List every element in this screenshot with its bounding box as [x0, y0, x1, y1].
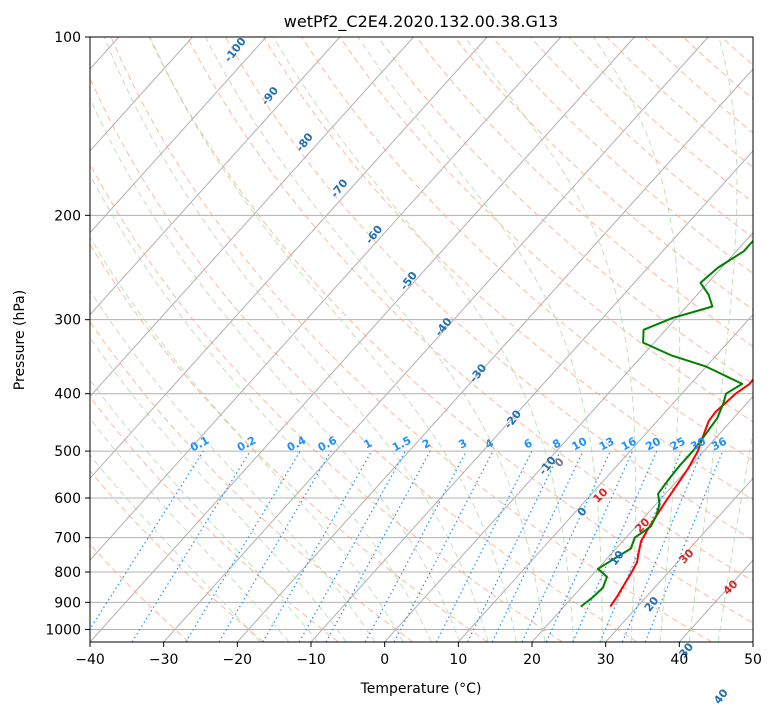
isotherm-gridline: [90, 37, 267, 234]
isotherm-gridline: [384, 231, 753, 642]
dry-adiabat-line: [90, 470, 264, 642]
mixing-ratio-line: [218, 450, 332, 642]
isotherm-gridline: [163, 37, 709, 642]
mixing-ratio-label: 20: [643, 435, 663, 454]
mixing-ratio-line: [298, 450, 406, 642]
x-tick-label: 50: [744, 652, 762, 668]
y-tick-label: 900: [54, 595, 81, 611]
x-tick-label: 40: [670, 652, 688, 668]
moist-adiabat-line: [90, 289, 376, 642]
mixing-ratio-line: [621, 450, 703, 642]
dry-adiabat-line: [377, 37, 753, 385]
isotherm-gridline: [90, 37, 562, 561]
moist-adiabat-line: [90, 336, 347, 642]
isotherm-gridline: [605, 477, 753, 642]
mixing-ratio-line: [572, 450, 658, 642]
mixing-ratio-line: [644, 450, 724, 642]
moist-adiabat-line: [592, 37, 681, 642]
plot-frame: [89, 36, 754, 643]
chart-title: wetPf2_C2E4.2020.132.00.38.G13: [284, 12, 558, 32]
y-tick-label: 300: [54, 313, 81, 329]
x-tick-label: −30: [149, 652, 179, 668]
moist-adiabat-line: [90, 417, 290, 642]
moist-adiabat-line: [688, 37, 738, 642]
y-tick-label: 200: [54, 208, 81, 224]
moist-adiabat-line: [717, 430, 753, 642]
dry-adiabat-line: [148, 37, 753, 624]
mixing-ratio-label: 16: [619, 435, 639, 454]
dry-adiabat-line: [453, 37, 753, 311]
mixing-ratio-line: [90, 450, 204, 631]
y-tick-label: 100: [54, 30, 81, 46]
x-axis-label: Temperature (°C): [360, 681, 482, 697]
dry-adiabat-line: [90, 243, 488, 642]
moist-adiabat-line: [90, 454, 261, 642]
moist-adiabat-line: [357, 37, 603, 642]
dry-adiabat-line: [90, 543, 190, 642]
mixing-ratio-label: 30: [688, 435, 708, 454]
dry-adiabat-line: [415, 37, 753, 348]
mixing-ratio-line: [545, 450, 634, 642]
x-tick-label: 30: [597, 652, 615, 668]
background-lines: [90, 37, 753, 642]
x-tick-label: −40: [75, 652, 105, 668]
moist-adiabat-line: [149, 37, 517, 642]
dry-adiabat-line: [110, 37, 712, 642]
isotherm-gridline: [236, 68, 753, 642]
isotherm-gridline: [90, 37, 193, 152]
isotherm-gridline: [90, 37, 341, 316]
mixing-ratio-label: 10: [570, 435, 590, 454]
y-tick-label: 500: [54, 444, 81, 460]
y-tick-label: 800: [54, 565, 81, 581]
isotherm-gridline: [90, 37, 488, 480]
mixing-ratio-label: 13: [597, 435, 617, 454]
mixing-ratio-line: [185, 450, 301, 642]
mixing-ratio-line: [466, 450, 561, 642]
y-axis: 100 200 300 400 500 600 700 800 900 1000: [45, 30, 90, 638]
x-tick-label: −10: [296, 652, 326, 668]
moist-adiabat-line: [90, 97, 461, 642]
isotherm-gridline: [90, 37, 414, 398]
y-tick-label: 600: [54, 491, 81, 507]
moist-adiabat-line: [103, 37, 489, 642]
dewpoint-profile: [580, 239, 753, 608]
dry-adiabat-line: [90, 320, 414, 642]
dry-adiabat-line: [90, 396, 339, 642]
mixing-ratio-line: [131, 450, 251, 642]
mixing-ratio-line: [325, 450, 431, 642]
y-axis-label: Pressure (hPa): [12, 290, 28, 390]
x-axis: −40 −30 −20 −10 0 10 20 30 40 50: [75, 642, 762, 668]
y-tick-label: 700: [54, 531, 81, 547]
mixing-ratio-line: [491, 450, 584, 642]
dry-adiabat-line: [90, 162, 563, 642]
moist-adiabat-line: [90, 173, 432, 642]
isotherm-gridline: [457, 313, 753, 642]
moist-adiabat-line: [464, 37, 637, 642]
moist-adiabat-line: [272, 37, 575, 642]
temperature-profile: [609, 377, 753, 608]
y-tick-label: 1000: [45, 622, 81, 638]
x-tick-label: 0: [380, 652, 389, 668]
mixing-ratio-label: 25: [668, 435, 688, 454]
moist-adiabat-line: [205, 37, 546, 642]
profile-series: [580, 239, 753, 608]
moist-adiabat-line: [90, 379, 319, 642]
mixing-ratio-label: 36: [709, 435, 729, 454]
y-tick-label: 400: [54, 387, 81, 403]
isotherm-gridline: [90, 37, 635, 642]
x-tick-label: 10: [449, 652, 467, 668]
x-tick-label: 20: [523, 652, 541, 668]
mixing-ratio-line: [262, 450, 373, 642]
isotherm-gridline: [310, 150, 753, 642]
isotherm-gridline: [531, 395, 753, 642]
x-tick-label: −20: [223, 652, 253, 668]
